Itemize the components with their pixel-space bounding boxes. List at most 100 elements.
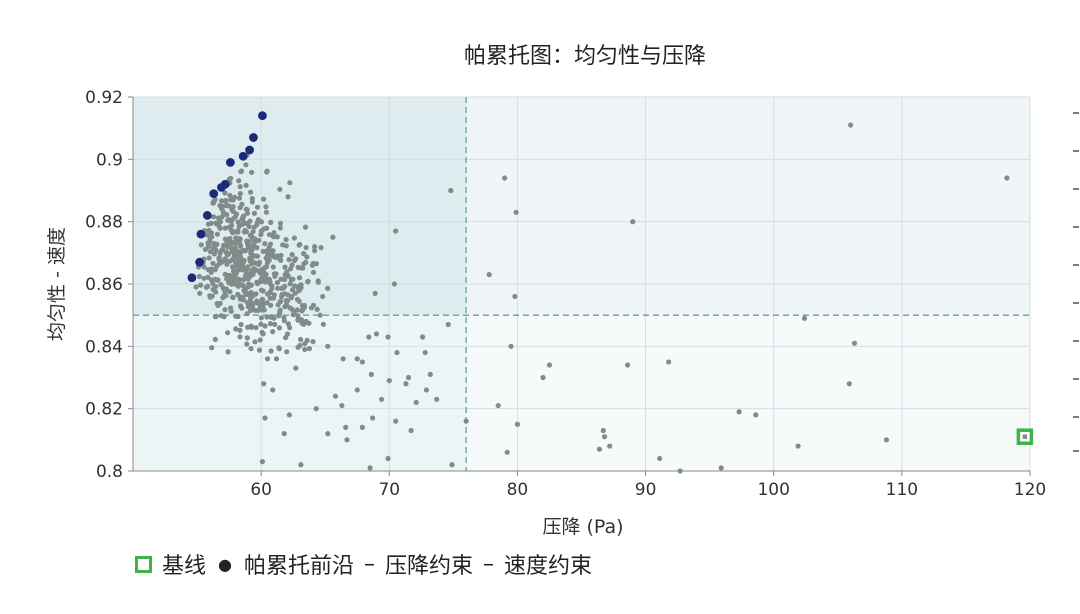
right-tick [1073, 302, 1079, 304]
design-point [287, 180, 293, 186]
design-point [219, 259, 225, 265]
design-point [198, 242, 204, 248]
design-point [262, 323, 268, 329]
design-point [264, 257, 270, 263]
design-point [233, 282, 239, 288]
design-point [211, 214, 217, 220]
chart-legend: 基线 ● 帕累托前沿 – 压降约束 – 速度约束 [135, 547, 592, 581]
design-point [246, 224, 252, 230]
design-point [197, 290, 203, 296]
design-point [394, 349, 400, 356]
design-point [222, 271, 228, 277]
design-point [256, 259, 263, 265]
design-point [413, 399, 419, 406]
design-point [262, 241, 268, 247]
design-point [267, 241, 274, 247]
design-point [278, 252, 284, 259]
design-point [274, 234, 280, 240]
design-point [233, 259, 239, 266]
design-point [244, 210, 251, 216]
design-point [241, 277, 247, 283]
design-point [281, 285, 287, 291]
design-point [282, 291, 288, 297]
design-point [546, 362, 553, 368]
design-point [248, 307, 254, 313]
design-point [317, 312, 323, 318]
design-point [266, 232, 273, 238]
design-point [295, 316, 301, 322]
design-point [325, 343, 331, 349]
design-point [230, 208, 236, 214]
design-point [277, 225, 283, 231]
design-point [276, 346, 282, 352]
design-point [278, 276, 284, 282]
pareto-point [249, 133, 258, 142]
design-point [236, 223, 242, 229]
design-point [277, 307, 283, 313]
design-point [846, 381, 852, 387]
right-tick [1073, 112, 1079, 114]
design-point [247, 232, 253, 238]
design-point [486, 272, 492, 278]
design-point [237, 327, 243, 333]
design-point [209, 345, 215, 351]
design-point [249, 243, 255, 249]
pareto-point [245, 145, 255, 155]
design-point [225, 244, 231, 250]
design-point [288, 266, 294, 272]
design-point [302, 224, 309, 230]
design-point [243, 182, 249, 188]
design-point [270, 234, 277, 240]
design-point [354, 387, 360, 393]
design-point [216, 254, 222, 261]
design-point [230, 278, 236, 284]
design-point [296, 242, 302, 248]
design-point [445, 321, 451, 328]
y-tick-label: 0.92 [85, 88, 123, 108]
design-point [224, 252, 230, 258]
right-tick [1073, 150, 1079, 152]
design-point [274, 255, 280, 261]
design-point [300, 265, 306, 271]
design-point [267, 278, 273, 285]
design-point [283, 243, 289, 249]
design-point [295, 264, 301, 270]
design-point [258, 231, 264, 238]
design-point [267, 321, 273, 327]
design-point [320, 321, 326, 327]
design-point [243, 206, 249, 212]
pareto-point [238, 151, 248, 161]
design-point [270, 264, 276, 270]
design-point [226, 280, 232, 286]
design-point [259, 266, 265, 273]
design-point [230, 230, 236, 236]
design-point [210, 260, 216, 266]
design-point [212, 267, 218, 273]
design-point [367, 465, 373, 471]
design-point [285, 273, 291, 279]
design-point [393, 418, 399, 424]
design-point [250, 292, 256, 299]
design-point [312, 244, 318, 250]
design-point [302, 341, 308, 347]
design-point [222, 190, 228, 196]
design-point [848, 122, 854, 128]
design-point [232, 245, 238, 251]
design-point [193, 284, 199, 290]
design-point [223, 198, 229, 204]
design-point [289, 287, 296, 293]
design-point [273, 356, 280, 362]
y-tick-label: 0.82 [85, 400, 123, 420]
design-point [281, 431, 287, 437]
design-point [386, 378, 392, 384]
design-point [241, 247, 247, 253]
design-point [254, 253, 261, 259]
design-point [420, 334, 426, 340]
design-point [250, 271, 256, 278]
design-point [237, 184, 243, 190]
design-point [298, 282, 304, 288]
design-point [625, 362, 631, 368]
design-point [354, 356, 360, 362]
design-point [247, 218, 253, 224]
design-point [244, 300, 250, 306]
